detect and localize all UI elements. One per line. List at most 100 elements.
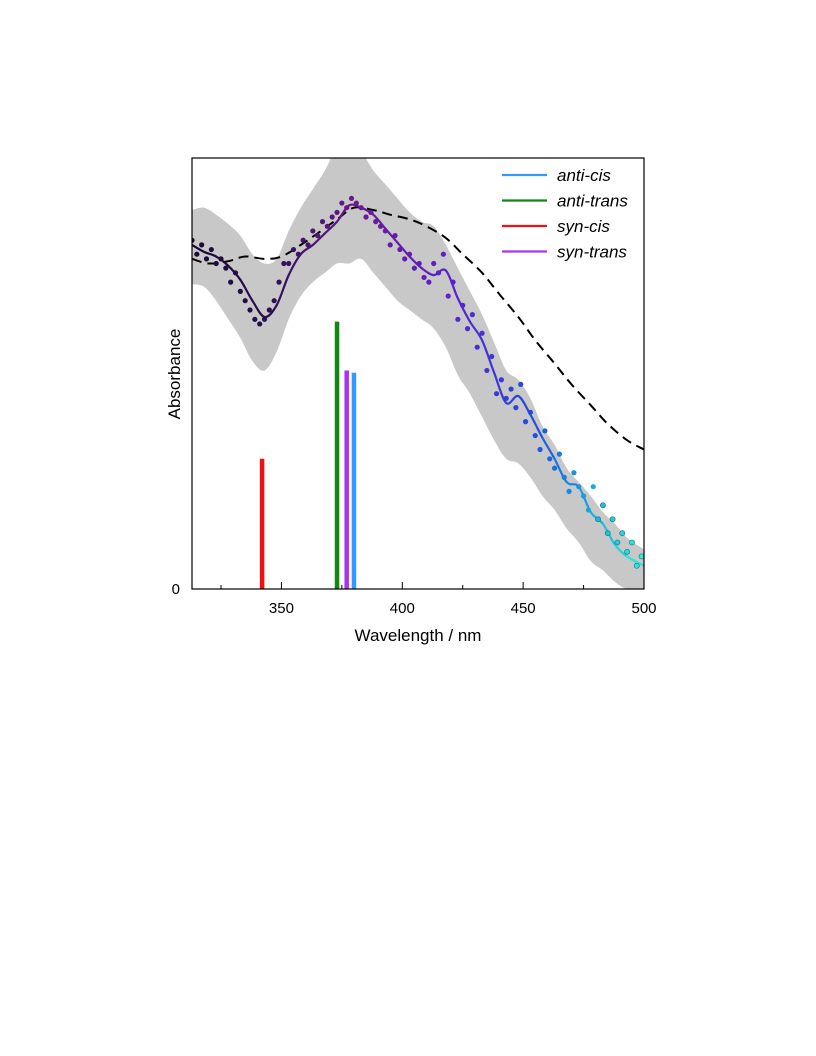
data-point (228, 279, 234, 285)
data-point (257, 321, 263, 327)
data-point (295, 251, 301, 257)
computed-spectrum-line (192, 206, 644, 451)
data-point (199, 242, 205, 248)
data-point (324, 223, 330, 229)
data-point (595, 516, 601, 523)
data-point (218, 256, 224, 262)
computed-spectrum-layer (192, 206, 644, 451)
data-point (416, 260, 422, 267)
x-tick-label: 500 (631, 600, 656, 617)
stick-spectrum-layer (259, 321, 357, 589)
data-point (585, 507, 592, 513)
data-point (402, 256, 408, 262)
legend-label-anti-cis: anti-cis (557, 166, 611, 185)
x-tick-label: 400 (390, 600, 415, 617)
data-point (426, 279, 432, 285)
data-point (281, 260, 287, 267)
data-point (397, 246, 403, 253)
data-point (368, 209, 374, 215)
data-point (614, 539, 621, 546)
data-point (537, 446, 543, 453)
data-point (232, 270, 239, 276)
data-point (421, 274, 427, 281)
data-point (377, 223, 384, 229)
data-point (455, 316, 461, 322)
data-point (247, 307, 253, 313)
data-point (213, 260, 219, 267)
data-point (580, 493, 587, 499)
data-point (551, 465, 558, 471)
data-point (440, 251, 446, 257)
data-point (629, 539, 635, 546)
data-point (271, 298, 277, 304)
data-point (479, 330, 485, 336)
experimental-fit-segment (239, 278, 254, 302)
experimental-fit-segment (468, 320, 484, 342)
experimental-fit-segment (529, 413, 544, 439)
data-point (387, 242, 393, 248)
data-point (566, 488, 572, 494)
data-point (532, 432, 538, 439)
data-point (192, 237, 195, 243)
data-point (305, 242, 311, 248)
legend: anti-cis anti-trans syn-cis syn-trans (502, 166, 628, 262)
confidence-band (192, 158, 644, 589)
experimental-fit-segment (408, 255, 423, 270)
data-point (353, 200, 359, 206)
data-point (300, 237, 306, 243)
data-point (638, 553, 644, 560)
experimental-fit-segment (625, 555, 644, 567)
experimental-fit-segment (275, 274, 290, 307)
data-point (460, 302, 466, 308)
data-point (624, 548, 630, 555)
data-point (315, 233, 321, 239)
legend-label-syn-trans: syn-trans (557, 243, 627, 262)
data-point (348, 195, 355, 201)
data-point (474, 344, 480, 350)
experimental-fit-segment (456, 297, 472, 323)
data-point (561, 474, 567, 480)
experimental-points-layer (192, 195, 644, 569)
data-point (464, 326, 471, 332)
data-point (493, 391, 500, 397)
experimental-fit-segment (372, 213, 387, 230)
data-point (382, 228, 388, 234)
data-point (392, 233, 398, 239)
data-point (363, 214, 369, 220)
experimental-fit-segment (493, 371, 508, 405)
legend-label-syn-cis: syn-cis (557, 217, 610, 236)
data-point (522, 419, 529, 425)
data-point (518, 381, 524, 387)
experimental-fit-segment (192, 243, 206, 253)
data-point (484, 367, 490, 374)
data-point (252, 316, 258, 322)
data-point (445, 293, 451, 299)
data-point (276, 279, 282, 285)
data-point (450, 279, 456, 285)
data-point (194, 251, 200, 257)
experimental-fit-segment (311, 232, 327, 246)
data-point (513, 405, 519, 411)
data-point (286, 260, 292, 267)
data-point (358, 205, 364, 211)
data-point (339, 200, 345, 206)
experimental-fit-segment (480, 339, 496, 374)
experimental-fit-segment (541, 436, 556, 460)
data-point (237, 288, 243, 294)
data-point (435, 270, 442, 276)
data-point (329, 214, 335, 220)
data-point (556, 451, 563, 457)
experimental-fit-segment (323, 220, 339, 235)
data-point (527, 409, 533, 415)
data-point (609, 516, 616, 523)
data-point (373, 219, 379, 225)
axis-ticks-layer: 350 400 450 500 0 (172, 581, 657, 617)
data-point (469, 312, 475, 318)
data-point (571, 470, 577, 476)
y-tick-label: 0 (172, 581, 180, 598)
experimental-fit-segment (299, 243, 314, 256)
data-point (319, 219, 326, 225)
y-axis-label: Absorbance (165, 329, 184, 420)
data-point (633, 562, 640, 569)
